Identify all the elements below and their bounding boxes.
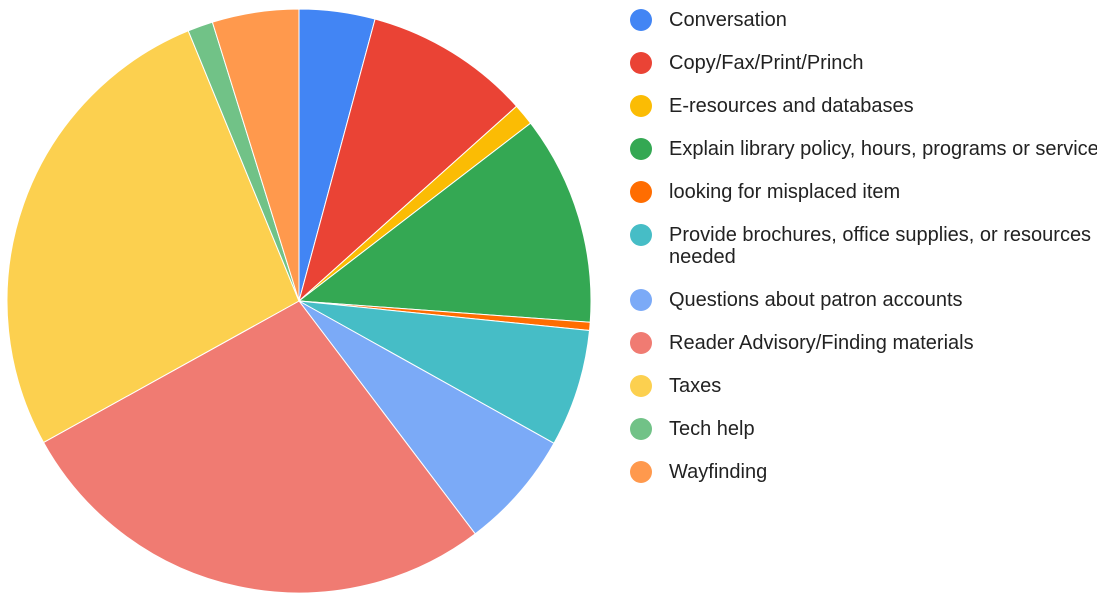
pie-slice	[298, 300, 555, 535]
legend: Conversation Copy/Fax/Print/Princh E-resou…	[630, 9, 1097, 483]
legend-label: Explain library policy, hours, programs …	[669, 138, 1097, 160]
legend-label: Taxes	[669, 375, 722, 397]
legend-item: looking for misplaced item	[630, 181, 1097, 203]
legend-item: Questions about patron accounts	[630, 289, 1097, 311]
pie-slice	[297, 122, 592, 323]
legend-swatch	[630, 9, 652, 31]
legend-swatch	[630, 461, 652, 483]
pie-slice	[298, 18, 518, 303]
legend-swatch	[630, 95, 652, 117]
legend-swatch	[630, 52, 652, 74]
legend-label: Questions about patron accounts	[669, 289, 963, 311]
legend-swatch	[630, 224, 652, 246]
legend-label: Provide brochures, office supplies, or r…	[669, 224, 1092, 268]
legend-item: Reader Advisory/Finding materials	[630, 332, 1097, 354]
legend-swatch	[630, 375, 652, 397]
legend-label: Copy/Fax/Print/Princh	[669, 52, 864, 74]
pie-slice	[211, 8, 300, 302]
legend-item: Provide brochures, office supplies, or r…	[630, 224, 1097, 268]
legend-item: Wayfinding	[630, 461, 1097, 483]
legend-item: E-resources and databases	[630, 95, 1097, 117]
pie-slice	[298, 300, 591, 444]
pie-slice	[6, 30, 300, 444]
legend-item: Taxes	[630, 375, 1097, 397]
legend-label: E-resources and databases	[669, 95, 914, 117]
legend-item: Copy/Fax/Print/Princh	[630, 52, 1097, 74]
pie-slice	[42, 300, 476, 593]
legend-item: Explain library policy, hours, programs …	[630, 138, 1097, 160]
legend-swatch	[630, 418, 652, 440]
legend-swatch	[630, 181, 652, 203]
legend-swatch	[630, 289, 652, 311]
legend-swatch	[630, 138, 652, 160]
legend-item: Conversation	[630, 9, 1097, 31]
legend-swatch	[630, 332, 652, 354]
legend-label: Reader Advisory/Finding materials	[669, 332, 974, 354]
legend-label: Tech help	[669, 418, 755, 440]
legend-label: Conversation	[669, 9, 787, 31]
legend-item: Tech help	[630, 418, 1097, 440]
legend-label: Wayfinding	[669, 461, 768, 483]
pie	[6, 8, 592, 593]
legend-label: looking for misplaced item	[669, 181, 901, 203]
